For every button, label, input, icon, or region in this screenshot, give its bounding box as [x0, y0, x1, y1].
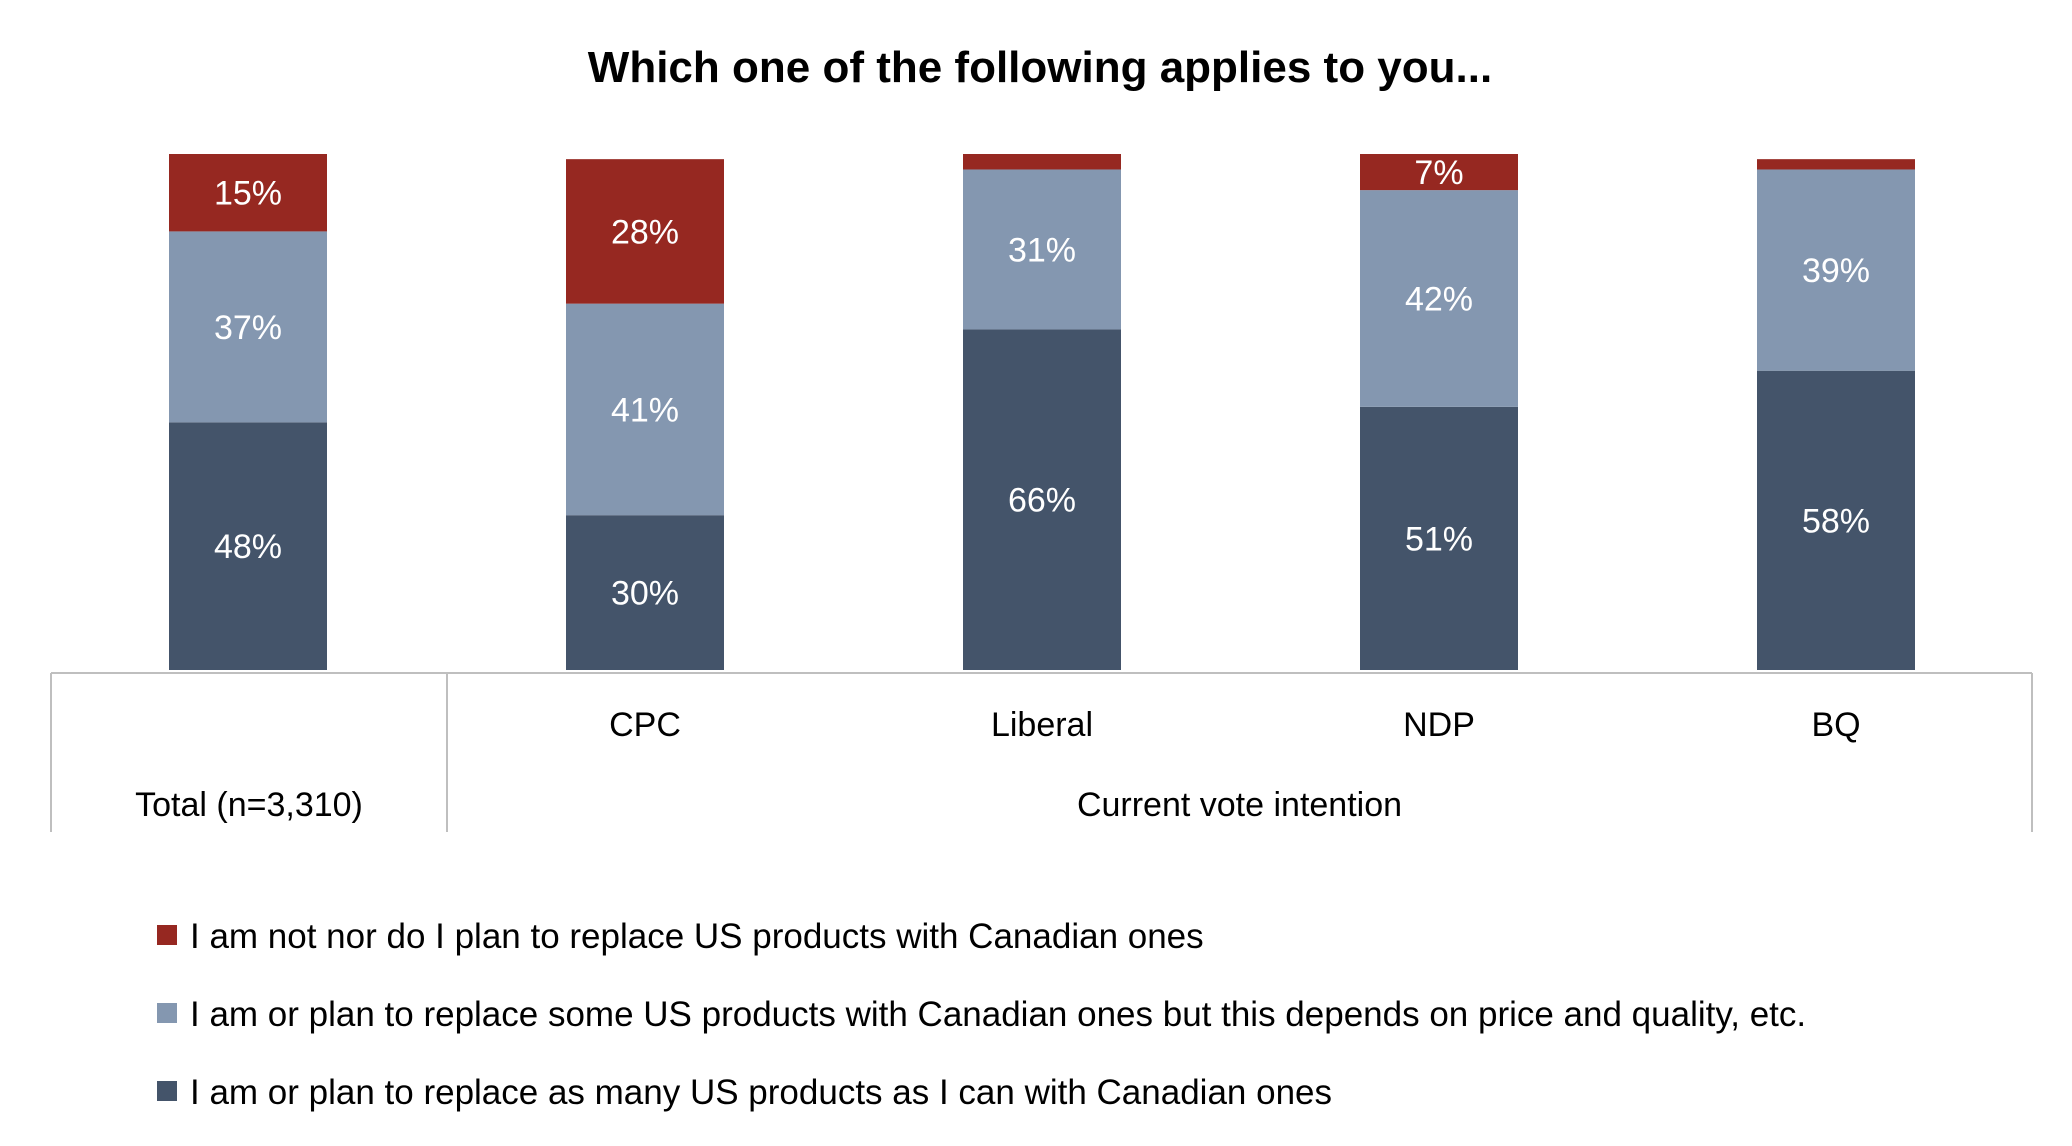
category-axis: CPC Liberal NDP BQ Total (n=3,310) Current vo…	[50, 672, 2033, 832]
bar-segment	[963, 169, 1121, 330]
data-label: 7%	[1414, 154, 1463, 192]
data-label: 41%	[611, 391, 679, 429]
category-label: Liberal	[991, 706, 1093, 744]
data-label: 66%	[1008, 482, 1076, 520]
bar-segment	[963, 329, 1121, 670]
bar-segment	[566, 303, 724, 516]
legend-label: I am not nor do I plan to replace US pro…	[190, 917, 1204, 956]
legend-swatch	[157, 1003, 177, 1023]
bar-segment	[1757, 370, 1915, 670]
bar-stack: 51% 42% 7%	[1360, 154, 1518, 670]
bar-segment	[1757, 169, 1915, 371]
data-label: 30%	[611, 575, 679, 613]
data-label: 31%	[1008, 231, 1076, 269]
bar-segment	[963, 154, 1121, 170]
legend-label: I am or plan to replace as many US produ…	[190, 1073, 1332, 1112]
bar-segment	[169, 231, 327, 423]
data-label: 42%	[1405, 280, 1473, 318]
legend-label: I am or plan to replace some US products…	[190, 995, 1806, 1034]
data-label: 58%	[1802, 502, 1870, 540]
bar-stack: 30% 41% 28%	[566, 159, 724, 670]
bar-segment	[169, 154, 327, 232]
data-label: 39%	[1802, 252, 1870, 290]
category-label: NDP	[1403, 706, 1475, 744]
bar-segment	[566, 515, 724, 670]
data-label: 28%	[611, 213, 679, 251]
bar-stack: 66% 31%	[963, 154, 1121, 670]
data-label: 51%	[1405, 520, 1473, 558]
bar-segment	[1360, 406, 1518, 670]
legend-item: I am or plan to replace some US products…	[157, 995, 1806, 1034]
legend-item: I am or plan to replace as many US produ…	[157, 1073, 1332, 1112]
bars-layer: 48% 37% 15% 30% 41% 28% 66% 31% 51% 42% 7% 58% 39%	[169, 154, 1915, 670]
group-label: Total (n=3,310)	[135, 786, 363, 824]
data-label: 37%	[214, 309, 282, 347]
category-label: BQ	[1811, 706, 1860, 744]
legend-item: I am not nor do I plan to replace US pro…	[157, 917, 1204, 956]
bar-stack: 58% 39%	[1757, 159, 1915, 670]
data-label: 15%	[214, 175, 282, 213]
data-label: 48%	[214, 528, 282, 566]
bar-segment	[1360, 190, 1518, 407]
group-label: Current vote intention	[1077, 786, 1402, 824]
bar-segment	[1360, 154, 1518, 191]
bar-stack: 48% 37% 15%	[169, 154, 327, 670]
legend: I am not nor do I plan to replace US pro…	[157, 917, 1806, 1112]
legend-swatch	[157, 925, 177, 945]
bar-segment	[566, 159, 724, 304]
bar-segment	[1757, 159, 1915, 170]
legend-swatch	[157, 1081, 177, 1101]
category-label: CPC	[609, 706, 681, 744]
bar-segment	[169, 422, 327, 670]
chart-title: Which one of the following applies to yo…	[588, 43, 1492, 92]
